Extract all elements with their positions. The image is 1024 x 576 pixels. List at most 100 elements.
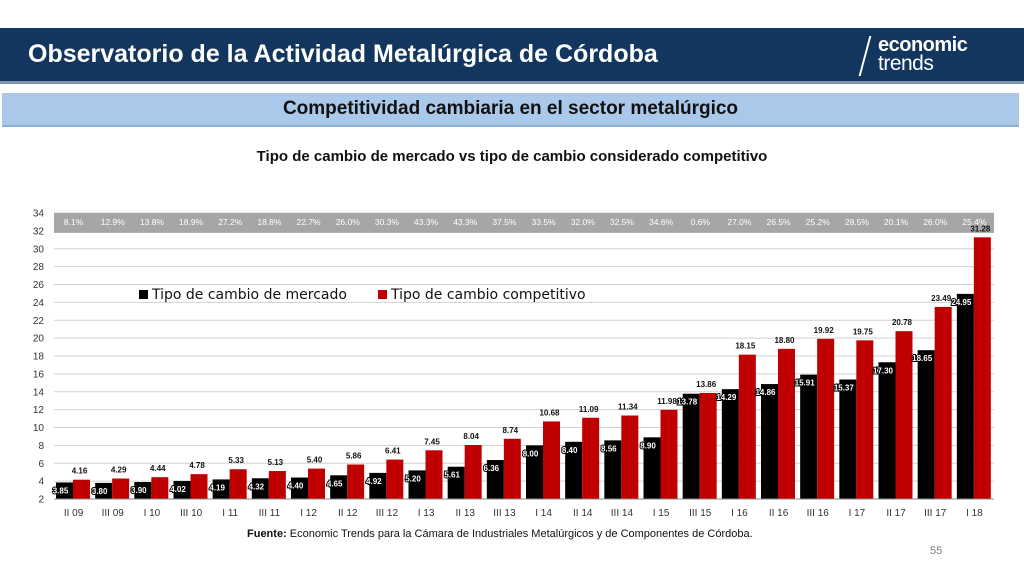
data-label-market: 17.30 xyxy=(873,366,894,375)
bar-market xyxy=(251,478,269,499)
chart-title: Tipo de cambio de mercado vs tipo de cam… xyxy=(256,148,768,165)
bar-competitive xyxy=(973,237,991,499)
x-tick-label: III 16 xyxy=(807,508,830,519)
data-label-market: 3.85 xyxy=(53,486,69,495)
y-tick-label: 34 xyxy=(33,209,45,220)
gap-label: 28.5% xyxy=(845,217,870,227)
data-label-competitive: 5.13 xyxy=(268,458,284,467)
gap-label: 27.0% xyxy=(727,217,752,227)
data-label-competitive: 11.98 xyxy=(657,397,677,406)
gap-label: 22.7% xyxy=(297,217,322,227)
bar-competitive xyxy=(464,445,482,499)
data-label-market: 4.19 xyxy=(209,483,225,492)
bar-market xyxy=(173,480,191,499)
x-tick-label: II 17 xyxy=(886,508,906,519)
y-tick-label: 30 xyxy=(33,244,45,255)
bar-competitive xyxy=(268,471,286,499)
data-label-market: 5.20 xyxy=(405,474,421,483)
economic-trends-logo: economic trends xyxy=(858,32,1010,78)
y-tick-label: 18 xyxy=(33,352,45,363)
y-tick-label: 4 xyxy=(38,477,44,488)
x-tick-label: I 10 xyxy=(144,508,161,519)
bar-market xyxy=(408,470,426,499)
data-label-market: 18.65 xyxy=(912,354,933,363)
bar-market xyxy=(643,437,661,499)
x-tick-label: III 09 xyxy=(102,508,125,519)
data-label-market: 15.91 xyxy=(795,379,816,388)
gap-label: 8.1% xyxy=(64,217,84,227)
data-label-market: 8.00 xyxy=(523,449,539,458)
data-label-competitive: 18.15 xyxy=(735,342,756,351)
data-label-market: 4.65 xyxy=(327,479,343,488)
source-text: Economic Trends para la Cámara de Indust… xyxy=(289,528,753,540)
bar-competitive xyxy=(660,409,678,499)
gap-label: 32.0% xyxy=(571,217,596,227)
gap-label: 43.3% xyxy=(414,217,439,227)
gap-label: 26.0% xyxy=(336,217,361,227)
bar-competitive xyxy=(112,478,130,499)
section-banner: Competitividad cambiaria en el sector me… xyxy=(2,93,1019,127)
logo-line-2: trends xyxy=(878,52,934,75)
data-label-market: 4.92 xyxy=(366,477,382,486)
gap-label: 32.5% xyxy=(610,217,635,227)
gap-label: 25.4% xyxy=(962,217,987,227)
x-tick-label: III 11 xyxy=(259,508,281,519)
logo-line-1: economic xyxy=(878,34,968,56)
bar-competitive xyxy=(895,331,913,499)
data-label-competitive: 19.75 xyxy=(853,327,874,336)
y-tick-label: 2 xyxy=(38,495,44,506)
bar-market xyxy=(565,441,583,499)
bar-market xyxy=(604,440,622,499)
gap-label: 12.9% xyxy=(101,217,126,227)
bar-competitive xyxy=(582,417,600,499)
x-tick-label: III 13 xyxy=(493,508,516,519)
gap-label: 13.8% xyxy=(140,217,165,227)
bar-competitive xyxy=(738,354,756,499)
bar-competitive xyxy=(425,450,443,499)
bar-competitive xyxy=(934,306,952,499)
x-tick-label: II 13 xyxy=(456,508,476,519)
x-tick-label: III 17 xyxy=(924,508,947,519)
x-tick-label: I 18 xyxy=(966,508,983,519)
bar-market xyxy=(291,477,308,499)
bar-competitive xyxy=(621,415,639,499)
bar-market xyxy=(447,466,465,499)
x-tick-label: III 10 xyxy=(180,508,203,519)
data-label-market: 8.56 xyxy=(601,444,617,453)
data-label-market: 8.90 xyxy=(640,441,656,450)
data-label-market: 4.32 xyxy=(249,482,265,491)
x-tick-label: I 14 xyxy=(535,508,552,519)
data-label-competitive: 10.68 xyxy=(539,408,560,417)
data-label-competitive: 8.04 xyxy=(463,432,479,441)
bar-competitive xyxy=(190,474,208,499)
data-label-competitive: 4.29 xyxy=(111,466,127,475)
data-label-competitive: 31.28 xyxy=(970,224,991,233)
x-tick-label: III 12 xyxy=(376,508,399,519)
gap-label: 37.5% xyxy=(492,217,517,227)
y-tick-label: 16 xyxy=(33,369,45,380)
data-label-competitive: 18.80 xyxy=(774,336,795,345)
bar-market xyxy=(212,479,230,499)
bar-market xyxy=(839,379,857,499)
bar-competitive xyxy=(347,464,365,499)
x-tick-label: I 13 xyxy=(418,508,435,519)
bar-competitive xyxy=(503,438,521,499)
page-title: Observatorio de la Actividad Metalúrgica… xyxy=(28,40,658,68)
bar-market xyxy=(761,384,778,499)
gap-label: 27.2% xyxy=(218,217,243,227)
y-tick-label: 24 xyxy=(33,298,45,309)
gap-label: 43.3% xyxy=(453,217,478,227)
data-label-competitive: 6.41 xyxy=(385,447,401,456)
page-number: 55 xyxy=(930,545,943,557)
bar-competitive xyxy=(699,393,717,499)
bar-market xyxy=(800,374,818,499)
y-tick-label: 10 xyxy=(33,423,45,434)
x-tick-label: I 17 xyxy=(849,508,866,519)
bar-market xyxy=(330,475,348,499)
data-label-market: 4.40 xyxy=(288,482,304,491)
bar-market xyxy=(95,482,113,499)
data-label-market: 14.29 xyxy=(716,393,737,402)
bar-market xyxy=(486,460,504,499)
data-label-market: 3.90 xyxy=(131,486,147,495)
